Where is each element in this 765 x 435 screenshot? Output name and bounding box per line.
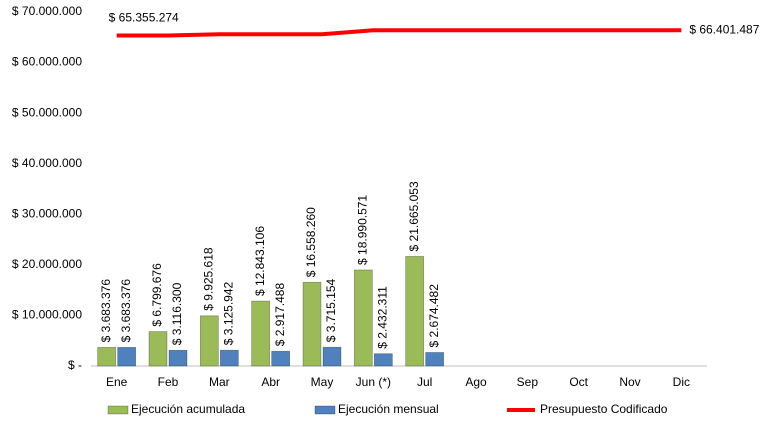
- bar: [302, 281, 322, 367]
- x-tick-label: Ago: [465, 375, 487, 389]
- data-label: $ 2.917.488: [273, 283, 287, 347]
- data-label: $ 3.116.300: [170, 282, 184, 345]
- data-label: $ 6.799.676: [150, 263, 164, 327]
- bar: [199, 315, 219, 367]
- legend-swatch: [314, 405, 336, 415]
- y-tick-label: $ 20.000.000: [12, 257, 82, 271]
- bar: [405, 256, 425, 367]
- bar: [148, 331, 168, 367]
- bar: [425, 352, 445, 367]
- x-tick-label: Mar: [209, 375, 230, 389]
- bar: [373, 353, 393, 367]
- bar: [251, 300, 271, 367]
- x-tick-label: Abr: [261, 375, 280, 389]
- x-tick-label: Ene: [106, 375, 128, 389]
- data-label: $ 3.715.154: [324, 278, 338, 342]
- bar: [168, 349, 188, 367]
- bar: [271, 350, 291, 367]
- data-label: $ 2.432.311: [376, 286, 390, 349]
- data-label: $ 16.558.260: [304, 207, 318, 277]
- data-label: $ 3.683.376: [119, 279, 133, 343]
- legend-label: Ejecución acumulada: [131, 402, 245, 416]
- x-tick-label: Feb: [158, 375, 179, 389]
- y-tick-label: $ 70.000.000: [12, 4, 82, 18]
- x-tick-label: Jun (*): [356, 375, 391, 389]
- legend-label: Presupuesto Codificado: [540, 402, 668, 416]
- data-label: $ 9.925.618: [202, 247, 216, 311]
- data-label: $ 21.665.053: [407, 181, 421, 251]
- bar: [219, 349, 239, 367]
- y-tick-label: $ 10.000.000: [12, 308, 82, 322]
- y-tick-label: $ 60.000.000: [12, 55, 82, 69]
- x-tick-label: Oct: [569, 375, 588, 389]
- y-tick-label: $ 50.000.000: [12, 105, 82, 119]
- y-tick-label: $ -: [68, 358, 82, 372]
- x-tick-label: Dic: [673, 375, 690, 389]
- legend-swatch: [107, 405, 129, 415]
- bar: [97, 347, 117, 367]
- data-label: $ 18.990.571: [356, 195, 370, 265]
- data-label: $ 3.125.942: [222, 281, 236, 345]
- line: [116, 28, 682, 38]
- data-label: $ 65.355.274: [109, 11, 179, 25]
- x-tick-label: Nov: [619, 375, 640, 389]
- x-tick-label: Jul: [417, 375, 432, 389]
- data-label: $ 66.401.487: [689, 22, 759, 36]
- data-label: $ 2.674.482: [427, 284, 441, 348]
- y-tick-label: $ 40.000.000: [12, 156, 82, 170]
- x-tick-label: Sep: [517, 375, 539, 389]
- bar: [353, 269, 373, 367]
- x-tick-label: May: [311, 375, 334, 389]
- bar: [322, 346, 342, 367]
- data-label: $ 3.683.376: [99, 279, 113, 343]
- bar: [117, 347, 137, 367]
- legend-label: Ejecución mensual: [338, 402, 439, 416]
- data-label: $ 12.843.106: [253, 226, 267, 296]
- y-tick-label: $ 30.000.000: [12, 206, 82, 220]
